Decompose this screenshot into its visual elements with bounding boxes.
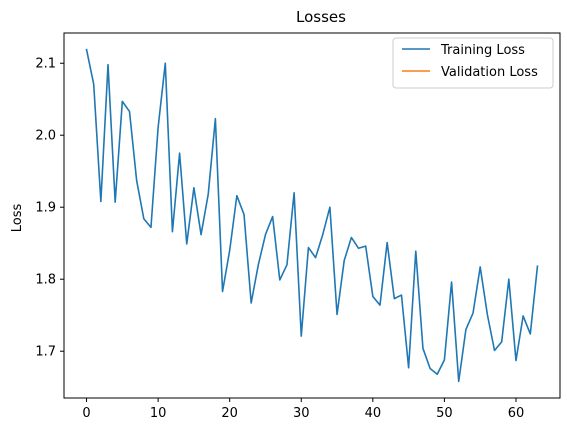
x-tick-label: 10 <box>150 406 167 421</box>
x-tick-label: 30 <box>293 406 310 421</box>
y-tick-label: 2.1 <box>35 57 56 72</box>
x-tick-label: 50 <box>436 406 453 421</box>
plot-frame <box>63 32 561 399</box>
legend: Training Loss Validation Loss <box>392 37 554 89</box>
legend-label: Training Loss <box>440 43 525 58</box>
series-layer <box>85 48 539 383</box>
x-tick-label: 20 <box>221 406 238 421</box>
legend-label: Validation Loss <box>441 65 538 80</box>
legend-box <box>392 37 554 89</box>
tick-layer: 0 10 20 30 40 50 60 1.7 1.8 1.9 2.0 2.1 <box>35 57 524 421</box>
y-tick-label: 1.8 <box>35 273 56 288</box>
series-line-training-loss <box>85 48 539 383</box>
chart-title: Losses <box>296 8 346 26</box>
y-tick-label: 1.7 <box>35 345 56 360</box>
y-axis-label: Loss <box>10 204 25 233</box>
x-tick-label: 0 <box>82 406 90 421</box>
x-tick-label: 40 <box>365 406 382 421</box>
y-tick-label: 2.0 <box>35 129 56 144</box>
x-tick-label: 60 <box>508 406 525 421</box>
y-tick-label: 1.9 <box>35 201 56 216</box>
